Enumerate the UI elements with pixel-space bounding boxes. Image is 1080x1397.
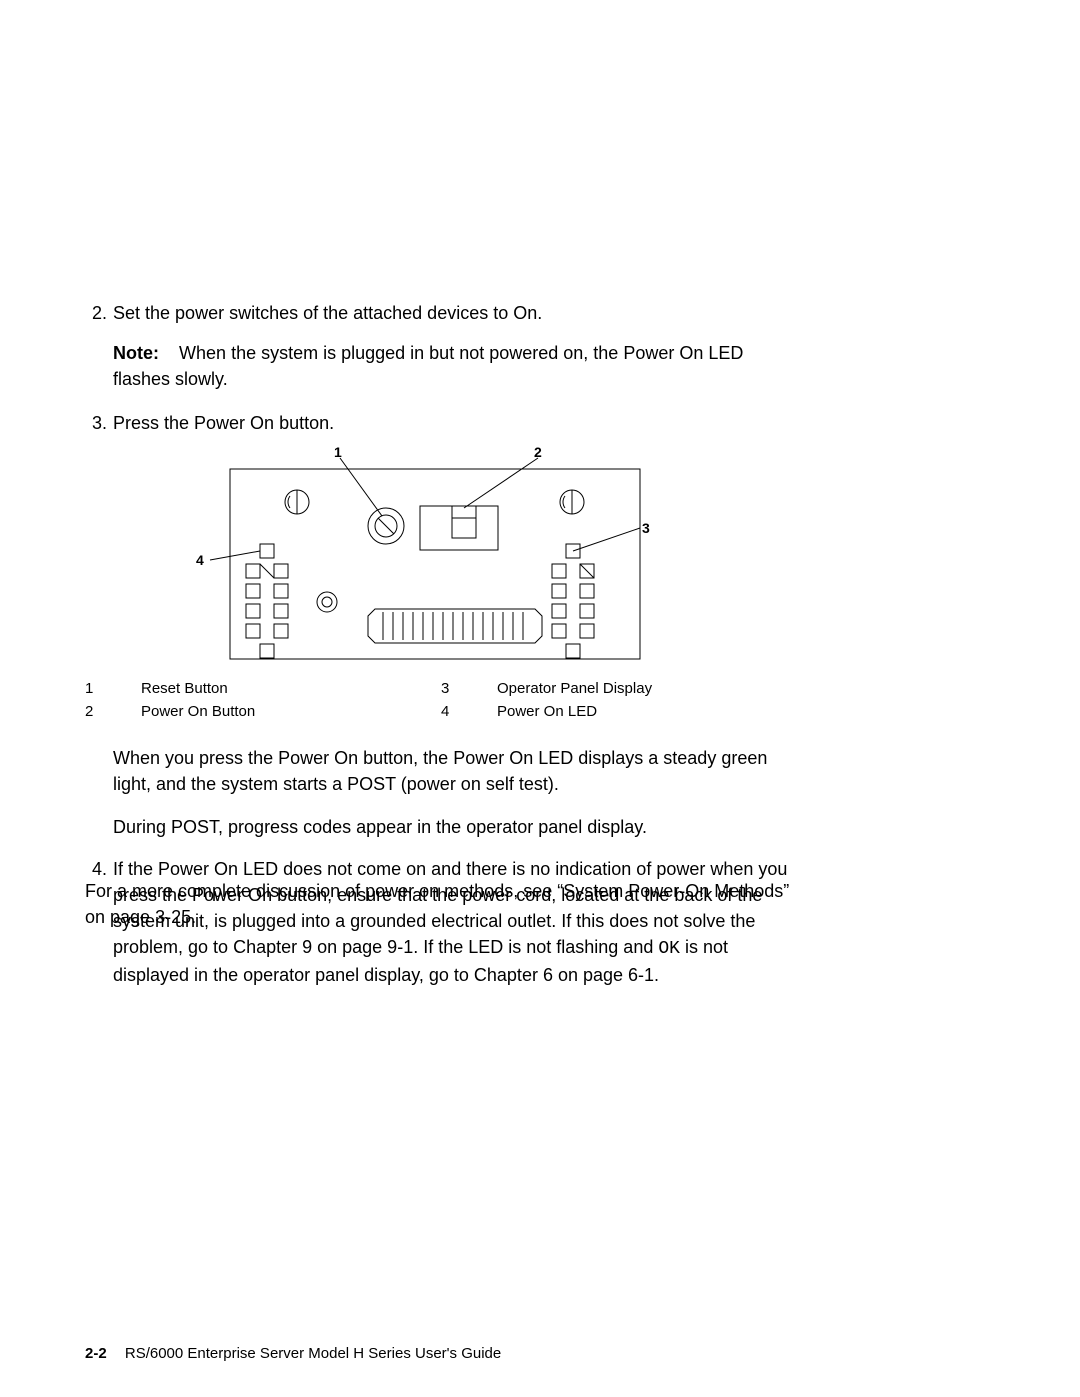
step-3-after: When you press the Power On button, the … <box>85 745 805 855</box>
footer-title: RS/6000 Enterprise Server Model H Series… <box>125 1345 501 1362</box>
note-text: When the system is plugged in but not po… <box>113 343 743 389</box>
callout-4: 4 <box>196 552 204 568</box>
operator-panel-diagram: 1 2 3 4 <box>200 444 690 664</box>
page-footer: 2-2 RS/6000 Enterprise Server Model H Se… <box>85 1345 501 1362</box>
legend-3-num: 3 <box>441 678 497 701</box>
footer-page-number: 2-2 <box>85 1345 107 1362</box>
panel-svg <box>200 444 690 664</box>
step-2-body: Set the power switches of the attached d… <box>113 300 805 392</box>
callout-3: 3 <box>642 520 650 536</box>
legend-3-label: Operator Panel Display <box>497 678 797 701</box>
legend-4-label: Power On LED <box>497 701 797 724</box>
legend-row-2: 2 Power On Button 4 Power On LED <box>85 701 805 724</box>
diagram-legend: 1 Reset Button 3 Operator Panel Display … <box>85 678 805 723</box>
callout-2: 2 <box>534 444 542 460</box>
legend-1-label: Reset Button <box>141 678 441 701</box>
step-3: 3. Press the Power On button. <box>85 410 805 436</box>
legend-row-1: 1 Reset Button 3 Operator Panel Display <box>85 678 805 701</box>
step-3-number: 3. <box>85 410 113 436</box>
step-2-text: Set the power switches of the attached d… <box>113 303 542 323</box>
step-3-para-1: When you press the Power On button, the … <box>113 745 805 797</box>
legend-2-num: 2 <box>85 701 141 724</box>
step-3-para-2: During POST, progress codes appear in th… <box>113 814 805 840</box>
step-2-number: 2. <box>85 300 113 392</box>
step-2-note: Note: When the system is plugged in but … <box>113 340 805 392</box>
step-4-ok: OK <box>658 939 680 959</box>
legend-4-num: 4 <box>441 701 497 724</box>
note-label: Note: <box>113 343 159 363</box>
step-2: 2. Set the power switches of the attache… <box>85 300 805 392</box>
callout-1: 1 <box>334 444 342 460</box>
step-3-text: Press the Power On button. <box>113 413 334 433</box>
closing-paragraph: For a more complete discussion of power … <box>85 878 805 930</box>
step-3-body: Press the Power On button. <box>113 410 805 436</box>
legend-2-label: Power On Button <box>141 701 441 724</box>
legend-1-num: 1 <box>85 678 141 701</box>
